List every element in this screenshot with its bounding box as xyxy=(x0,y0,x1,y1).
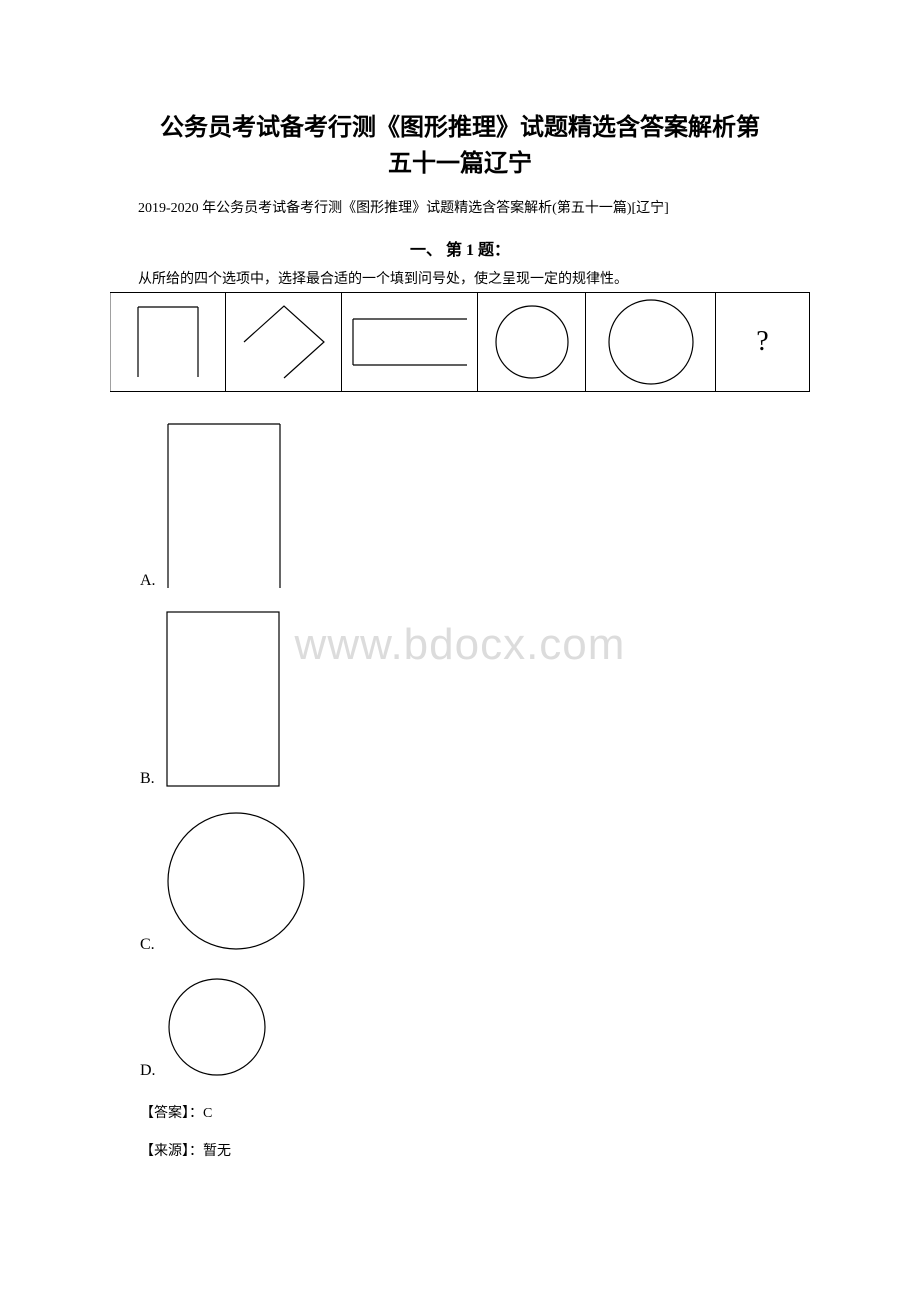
figure-cell-3 xyxy=(342,293,478,391)
shape-open-rect-right xyxy=(349,315,471,369)
source-value: 暂无 xyxy=(203,1144,231,1159)
option-b-label: B. xyxy=(140,770,155,788)
answer-value: C xyxy=(203,1106,212,1121)
option-c-label: C. xyxy=(140,936,155,954)
shape-open-diamond xyxy=(234,296,334,388)
option-b: B. xyxy=(140,610,810,788)
figure-cell-4 xyxy=(478,293,586,391)
figure-cell-5 xyxy=(586,293,716,391)
option-c: C. xyxy=(140,808,810,954)
question-mark: ? xyxy=(756,326,768,358)
option-a: A. xyxy=(140,422,810,590)
figure-row: ? xyxy=(110,292,810,392)
option-c-shape xyxy=(163,808,309,954)
figure-cell-2 xyxy=(226,293,342,391)
shape-circle-small xyxy=(492,302,572,382)
option-a-label: A. xyxy=(140,572,156,590)
section-header: 一、 第 1 题： xyxy=(110,236,810,260)
answer-line: 【答案】：C xyxy=(140,1100,810,1128)
figure-cell-6: ? xyxy=(716,293,810,391)
option-d-label: D. xyxy=(140,1062,156,1080)
answer-label: 【答案】： xyxy=(140,1106,203,1121)
page-title: 公务员考试备考行测《图形推理》试题精选含答案解析第 五十一篇辽宁 xyxy=(110,110,810,182)
title-line-1: 公务员考试备考行测《图形推理》试题精选含答案解析第 xyxy=(160,115,760,141)
option-b-shape xyxy=(163,610,283,788)
shape-open-rect xyxy=(134,303,202,381)
option-d-shape xyxy=(164,974,270,1080)
title-line-2: 五十一篇辽宁 xyxy=(388,151,532,177)
figure-cell-1 xyxy=(110,293,226,391)
subtitle: 2019-2020 年公务员考试备考行测《图形推理》试题精选含答案解析(第五十一… xyxy=(110,198,810,220)
source-label: 【来源】： xyxy=(140,1144,203,1159)
source-line: 【来源】：暂无 xyxy=(140,1138,810,1166)
option-d: D. xyxy=(140,974,810,1080)
shape-circle-large xyxy=(605,296,697,388)
option-a-shape xyxy=(164,422,284,590)
question-text: 从所给的四个选项中，选择最合适的一个填到问号处，使之呈现一定的规律性。 xyxy=(110,268,810,288)
